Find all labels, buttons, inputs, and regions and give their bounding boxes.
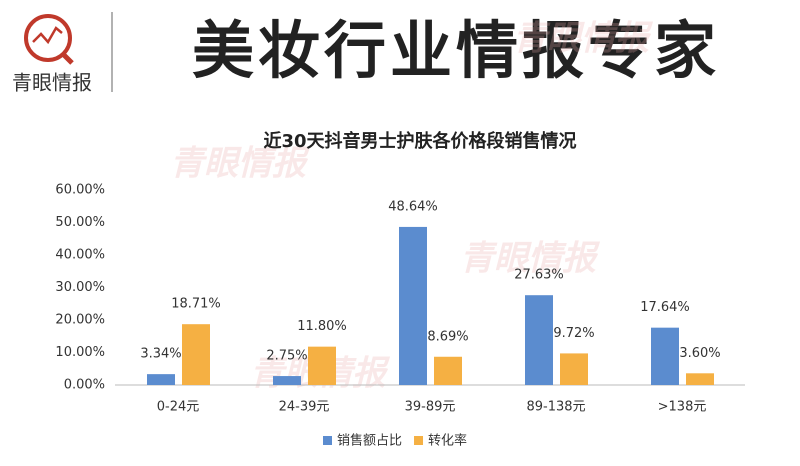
legend-swatch [414,436,424,445]
x-tick-label: >138元 [658,400,707,415]
y-tick-label: 60.00% [55,183,105,198]
y-tick-label: 30.00% [55,280,105,295]
y-tick-label: 10.00% [55,345,105,360]
x-tick-label: 24-39元 [279,400,330,415]
watermark: 青眼情报 [513,19,654,59]
chart-title: 近30天抖音男士护肤各价格段销售情况 [263,130,576,152]
logo [24,14,74,65]
legend-label: 销售额占比 [337,433,402,449]
value-label: 18.71% [171,297,221,312]
value-label: 8.69% [427,329,468,344]
slogan: 美妆行业情报专家 [192,14,720,87]
y-tick-label: 40.00% [55,248,105,263]
watermark: 青眼情报 [170,144,311,184]
value-label: 9.72% [553,326,594,341]
brand: 青眼情报 [12,71,92,95]
bar [686,373,714,385]
bar [308,346,336,385]
y-tick-label: 50.00% [55,215,105,230]
y-tick-label: 20.00% [55,313,105,328]
value-label: 3.60% [679,346,720,361]
legend-swatch [323,436,332,445]
value-label: 27.63% [514,268,564,283]
bar [651,327,679,385]
bar [182,324,210,385]
x-tick-label: 39-89元 [405,400,456,415]
bar [399,226,427,385]
value-label: 48.64% [388,199,438,214]
bar [560,353,588,385]
value-label: 2.75% [266,349,307,364]
watermark: 青眼情报 [460,239,601,279]
bar [434,356,462,385]
bar [147,374,175,385]
value-label: 11.80% [297,319,347,334]
x-tick-label: 0-24元 [157,400,200,415]
bar [273,376,301,385]
y-tick-label: 0.00% [64,378,105,393]
legend-label: 转化率 [428,433,467,449]
value-label: 17.64% [640,300,690,315]
bar [525,295,553,385]
x-tick-label: 89-138元 [526,400,585,415]
value-label: 3.34% [140,347,181,362]
